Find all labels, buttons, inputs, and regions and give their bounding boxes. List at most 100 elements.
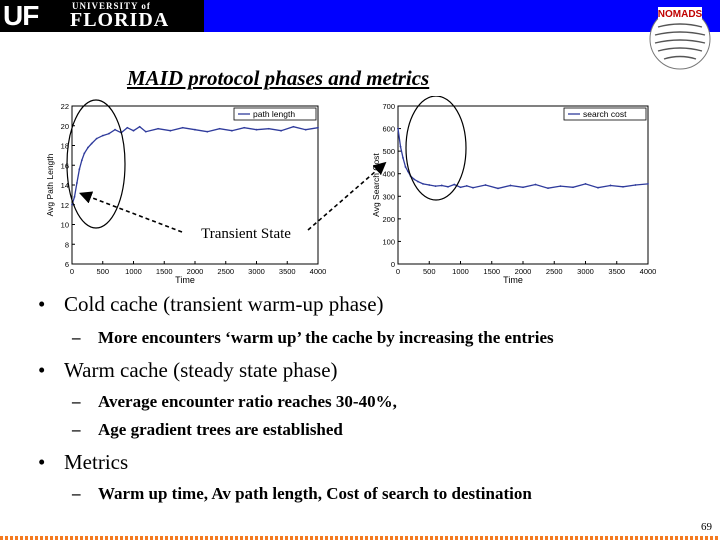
data-point xyxy=(404,166,407,168)
data-point xyxy=(597,186,599,189)
x-tick-label: 500 xyxy=(96,267,109,276)
data-point xyxy=(114,128,116,131)
data-point xyxy=(465,185,468,187)
y-tick-label: 12 xyxy=(61,201,69,210)
x-tick-label: 1500 xyxy=(156,267,173,276)
data-point xyxy=(181,126,184,129)
logo-florida-text: FLORIDA xyxy=(70,9,170,31)
y-tick-label: 700 xyxy=(382,102,395,111)
x-axis-label: Time xyxy=(503,275,523,285)
search-cost-chart: 0 500 1000 1500 2000 2500 3000 3500 4000 0 100 200 3… xyxy=(371,102,656,285)
data-point xyxy=(73,195,76,198)
data-point xyxy=(292,125,295,128)
legend-label: search cost xyxy=(583,109,627,119)
footer-stripe xyxy=(0,536,720,540)
x-tick-label: 0 xyxy=(396,267,400,276)
data-point xyxy=(83,152,86,155)
data-point xyxy=(169,129,172,132)
data-point xyxy=(584,182,587,185)
data-point xyxy=(609,184,612,187)
y-tick-label: 10 xyxy=(61,221,69,230)
data-point xyxy=(231,129,233,132)
data-point xyxy=(522,186,524,189)
sub-bullet-text: Warm up time, Av path length, Cost of se… xyxy=(98,484,532,503)
data-point xyxy=(417,180,419,183)
data-point xyxy=(399,145,402,148)
bullet-marker: • xyxy=(38,358,46,382)
transient-circle-left xyxy=(66,99,126,229)
sub-bullet-text: Average encounter ratio reaches 30-40%, xyxy=(98,392,397,411)
x-tick-label: 3000 xyxy=(577,267,594,276)
data-point xyxy=(434,185,437,188)
bullet-metrics: • Metrics xyxy=(38,450,128,475)
x-tick-label: 2500 xyxy=(546,267,563,276)
data-point xyxy=(144,130,147,133)
legend-box xyxy=(233,107,317,121)
transient-circle-right xyxy=(405,96,467,201)
y-axis-label: Avg Search Cost xyxy=(371,153,381,217)
data-point xyxy=(267,127,270,130)
x-tick-label: 0 xyxy=(70,267,74,276)
nomads-badge-text: NOMADS xyxy=(658,9,703,20)
data-point xyxy=(90,142,93,145)
data-point xyxy=(304,128,307,131)
data-point xyxy=(317,126,319,129)
y-tick-label: 20 xyxy=(61,122,69,131)
x-tick-label: 1000 xyxy=(452,267,469,276)
data-point xyxy=(547,187,549,190)
uf-logo: UF UNIVERSITY of FLORIDA xyxy=(0,0,204,32)
y-tick-label: 8 xyxy=(65,240,69,249)
data-point xyxy=(497,187,499,190)
data-point xyxy=(559,185,562,188)
legend-box xyxy=(563,107,647,121)
path-length-chart: 0 500 1000 1500 2000 2500 3000 3500 4000 6 8 10 12 14… xyxy=(45,102,326,285)
dash-marker: – xyxy=(72,420,81,439)
x-tick-label: 500 xyxy=(423,267,436,276)
data-point xyxy=(472,186,474,189)
sub-bullet-warm-up: – More encounters ‘warm up’ the cache by … xyxy=(72,328,554,348)
y-tick-label: 400 xyxy=(382,170,395,179)
x-tick-label: 3500 xyxy=(608,267,625,276)
data-point xyxy=(108,132,110,135)
page-number: 69 xyxy=(701,521,712,533)
x-tick-label: 4000 xyxy=(640,267,657,276)
data-point xyxy=(218,127,221,130)
y-tick-label: 14 xyxy=(61,181,69,190)
logo-uf-text: UF xyxy=(3,0,39,31)
dash-marker: – xyxy=(72,484,81,503)
y-tick-label: 500 xyxy=(382,147,395,156)
dash-marker: – xyxy=(72,392,81,411)
data-point xyxy=(428,184,431,186)
y-tick-label: 18 xyxy=(61,142,69,151)
data-point xyxy=(80,159,83,162)
data-point xyxy=(634,184,637,186)
y-tick-label: 300 xyxy=(382,192,395,201)
data-point xyxy=(71,203,73,206)
data-point xyxy=(509,184,512,187)
x-tick-label: 2000 xyxy=(187,267,204,276)
y-axis-label: Avg Path Length xyxy=(45,153,55,216)
y-tick-label: 22 xyxy=(61,102,69,111)
transient-state-label: Transient State xyxy=(201,226,291,242)
y-tick-label: 16 xyxy=(61,161,69,170)
slide-title: MAID protocol phases and metrics xyxy=(127,66,430,90)
data-point xyxy=(78,168,81,171)
x-tick-label: 1500 xyxy=(483,267,500,276)
bullet-marker: • xyxy=(38,450,46,474)
y-tick-label: 0 xyxy=(391,260,395,269)
data-point xyxy=(132,129,135,132)
y-tick-label: 200 xyxy=(382,215,395,224)
dash-marker: – xyxy=(72,328,81,347)
data-point xyxy=(413,178,416,181)
data-point xyxy=(622,185,624,188)
data-point xyxy=(440,184,443,187)
data-point xyxy=(459,186,462,189)
bullet-text: Metrics xyxy=(64,450,129,474)
logo-university-text: UNIVERSITY of xyxy=(72,1,151,11)
x-axis-label: Time xyxy=(175,275,195,285)
x-tick-label: 2500 xyxy=(217,267,234,276)
sub-bullet-gradient-trees: – Age gradient trees are established xyxy=(72,420,343,440)
data-point xyxy=(453,183,456,186)
sub-bullet-encounter-ratio: – Average encounter ratio reaches 30-40%, xyxy=(72,392,397,412)
x-tick-label: 3500 xyxy=(279,267,296,276)
